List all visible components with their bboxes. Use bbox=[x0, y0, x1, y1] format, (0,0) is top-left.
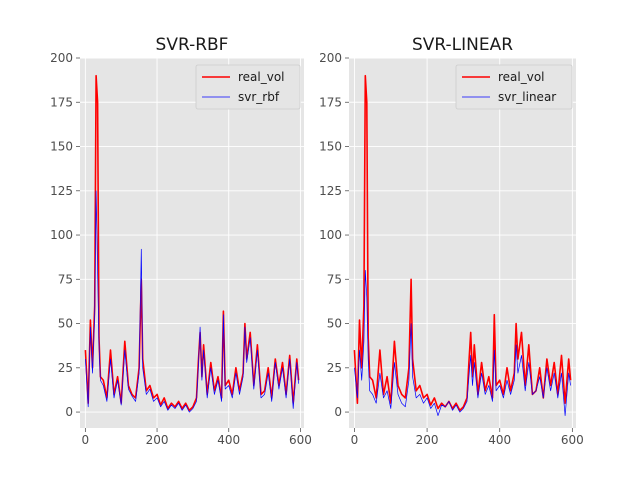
legend-label-real-vol: real_vol bbox=[238, 70, 285, 84]
series-line-svr-rbf bbox=[85, 190, 299, 413]
y-tick-label: 75 bbox=[58, 272, 73, 286]
chart-title: SVR-LINEAR bbox=[412, 35, 513, 55]
legend-label-svr-linear: svr_linear bbox=[498, 90, 556, 104]
series-line-svr-linear bbox=[354, 270, 571, 416]
x-tick-label: 600 bbox=[289, 433, 312, 447]
series-line-real-vol bbox=[353, 74, 572, 412]
legend-label-svr-rbf: svr_rbf bbox=[238, 90, 280, 104]
x-tick-label: 600 bbox=[561, 433, 584, 447]
x-tick-label: 400 bbox=[217, 433, 240, 447]
x-tick-label: 200 bbox=[146, 433, 169, 447]
x-tick-label: 400 bbox=[488, 433, 511, 447]
y-tick-label: 200 bbox=[50, 51, 73, 65]
y-tick-label: 200 bbox=[319, 51, 342, 65]
plot-area bbox=[349, 58, 576, 428]
legend-label-real-vol: real_vol bbox=[498, 70, 545, 84]
charts-layer: 0 200 400 600 0 25 50 75 100 125 150 175 200 SVR-RBF r… bbox=[50, 35, 584, 447]
chart-linear: 0 200 400 600 0 25 50 75 100 125 150 175 200 SVR-LINE… bbox=[319, 35, 584, 447]
legend-box bbox=[455, 64, 573, 110]
y-tick-label: 25 bbox=[58, 361, 73, 375]
chart-title: SVR-RBF bbox=[156, 35, 229, 55]
y-tick-label: 150 bbox=[319, 140, 342, 154]
y-tick-label: 25 bbox=[327, 361, 342, 375]
y-tick-label: 125 bbox=[319, 184, 342, 198]
x-tick-label: 0 bbox=[351, 433, 359, 447]
y-tick-label: 75 bbox=[327, 272, 342, 286]
x-tick-label: 200 bbox=[416, 433, 439, 447]
plot-area bbox=[80, 58, 304, 428]
y-tick-label: 175 bbox=[319, 95, 342, 109]
y-tick-label: 150 bbox=[50, 140, 73, 154]
y-tick-label: 125 bbox=[50, 184, 73, 198]
y-tick-label: 0 bbox=[334, 405, 342, 419]
y-tick-label: 175 bbox=[50, 95, 73, 109]
y-tick-label: 100 bbox=[319, 228, 342, 242]
y-tick-label: 50 bbox=[58, 317, 73, 331]
y-tick-label: 0 bbox=[65, 405, 73, 419]
x-tick-label: 0 bbox=[82, 433, 90, 447]
y-tick-label: 100 bbox=[50, 228, 73, 242]
y-tick-label: 50 bbox=[327, 317, 342, 331]
legend-box bbox=[195, 64, 301, 110]
chart-rbf: 0 200 400 600 0 25 50 75 100 125 150 175 200 SVR-RBF r… bbox=[50, 35, 312, 447]
